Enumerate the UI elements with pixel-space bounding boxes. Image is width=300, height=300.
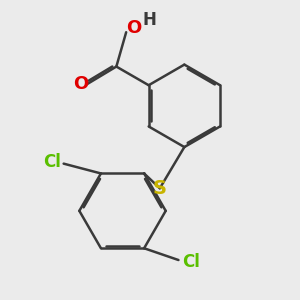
Text: S: S bbox=[153, 179, 167, 198]
Text: O: O bbox=[126, 19, 142, 37]
Text: Cl: Cl bbox=[182, 253, 200, 271]
Text: O: O bbox=[74, 75, 88, 93]
Text: Cl: Cl bbox=[43, 153, 61, 171]
Text: H: H bbox=[143, 11, 157, 29]
